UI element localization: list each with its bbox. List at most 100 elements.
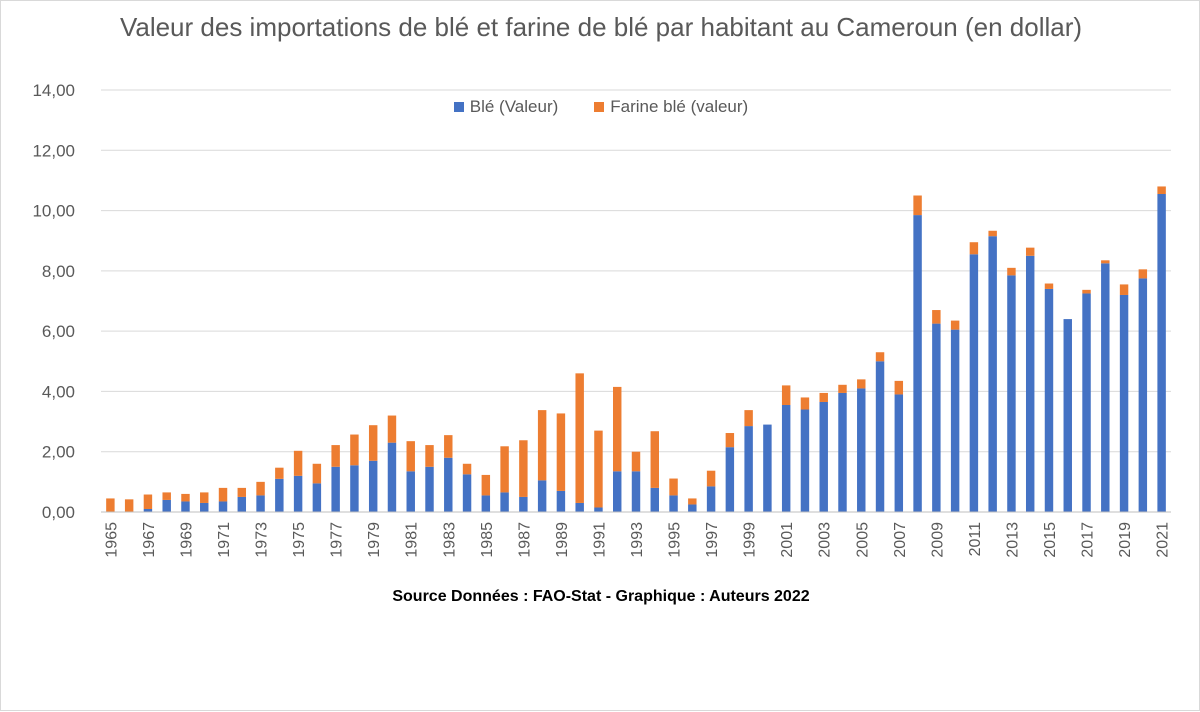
bar-farine bbox=[1119, 284, 1129, 295]
bar-ble bbox=[725, 447, 735, 512]
y-tick-label: 6,00 bbox=[42, 322, 75, 341]
bar-ble bbox=[1138, 278, 1148, 512]
bar-farine bbox=[406, 441, 415, 472]
x-tick-label: 2003 bbox=[817, 522, 834, 558]
x-tick-label: 2013 bbox=[1004, 522, 1021, 558]
bar-farine bbox=[124, 499, 134, 512]
bar-farine bbox=[950, 320, 960, 330]
x-tick-label: 2009 bbox=[929, 522, 946, 558]
x-axis-label: Source Données : FAO-Stat - Graphique : … bbox=[392, 588, 810, 605]
y-tick-label: 4,00 bbox=[42, 382, 75, 401]
bar-ble bbox=[481, 495, 491, 512]
bar-farine bbox=[350, 434, 359, 466]
x-tick-label: 1967 bbox=[141, 522, 158, 558]
bar-ble bbox=[181, 501, 190, 512]
bar-ble bbox=[256, 495, 265, 512]
bar-ble bbox=[444, 457, 453, 512]
bar-farine bbox=[425, 445, 434, 467]
bar-ble bbox=[1044, 288, 1054, 512]
bar-ble bbox=[1082, 293, 1091, 512]
bar-ble bbox=[350, 465, 359, 512]
bar-farine bbox=[1138, 269, 1148, 279]
bar-farine bbox=[500, 446, 509, 493]
y-tick-label: 12,00 bbox=[32, 141, 75, 160]
bar-ble bbox=[650, 487, 659, 512]
bar-farine bbox=[838, 384, 847, 393]
bar-farine bbox=[1082, 289, 1091, 294]
bar-ble bbox=[425, 466, 434, 512]
bar-ble bbox=[218, 501, 228, 512]
bar-ble bbox=[932, 323, 941, 512]
x-tick-label: 1981 bbox=[404, 522, 421, 558]
bar-ble bbox=[537, 480, 547, 512]
bar-ble bbox=[819, 401, 828, 512]
bar-farine bbox=[1044, 283, 1054, 289]
bar-ble bbox=[988, 236, 997, 512]
bar-farine bbox=[387, 415, 397, 443]
bar-farine bbox=[650, 431, 659, 488]
bar-farine bbox=[781, 385, 791, 405]
x-tick-label: 1979 bbox=[366, 522, 383, 558]
bar-ble bbox=[894, 394, 904, 512]
bar-farine bbox=[875, 352, 885, 362]
bar-ble bbox=[519, 496, 528, 512]
bar-ble bbox=[368, 460, 378, 512]
legend-item-farine: Farine blé (valeur) bbox=[594, 97, 748, 117]
bar-farine bbox=[106, 498, 115, 512]
bar-ble bbox=[613, 471, 622, 512]
bar-ble bbox=[387, 442, 397, 512]
y-tick-label: 2,00 bbox=[42, 443, 75, 462]
bar-ble bbox=[331, 466, 340, 512]
x-tick-label: 2001 bbox=[779, 522, 796, 558]
bar-ble bbox=[950, 329, 960, 512]
bar-ble bbox=[969, 254, 979, 512]
bar-ble bbox=[575, 502, 584, 512]
x-tick-label: 2019 bbox=[1117, 522, 1134, 558]
bar-farine bbox=[857, 379, 866, 389]
bar-farine bbox=[481, 474, 491, 496]
x-tick-label: 1993 bbox=[629, 522, 646, 558]
x-tick-label: 1969 bbox=[178, 522, 195, 558]
x-tick-label: 2011 bbox=[967, 522, 984, 557]
y-tick-label: 8,00 bbox=[42, 262, 75, 281]
x-tick-label: 2007 bbox=[892, 522, 909, 558]
bar-ble bbox=[706, 486, 716, 512]
bar-farine bbox=[368, 425, 378, 461]
legend-label-farine: Farine blé (valeur) bbox=[610, 97, 749, 116]
bar-ble bbox=[857, 388, 866, 512]
x-tick-label: 2015 bbox=[1042, 522, 1059, 558]
bar-farine bbox=[613, 386, 622, 472]
chart-title: Valeur des importations de blé et farine… bbox=[119, 12, 1083, 42]
bar-farine bbox=[556, 413, 566, 491]
bar-farine bbox=[1007, 267, 1016, 276]
bar-ble bbox=[913, 215, 922, 513]
x-tick-label: 1985 bbox=[479, 522, 496, 558]
bar-farine bbox=[1101, 260, 1110, 264]
bar-farine bbox=[744, 410, 753, 427]
bar-farine bbox=[688, 498, 697, 505]
bar-farine bbox=[932, 310, 941, 324]
bar-farine bbox=[631, 451, 641, 472]
bar-farine bbox=[894, 380, 904, 395]
x-tick-label: 1973 bbox=[254, 522, 271, 558]
chart-legend: Blé (Valeur) Farine blé (valeur) bbox=[1, 97, 1200, 117]
x-tick-label: 1991 bbox=[591, 522, 608, 558]
x-tick-label: 1995 bbox=[667, 522, 684, 558]
bar-farine bbox=[444, 435, 453, 458]
legend-item-ble: Blé (Valeur) bbox=[453, 97, 559, 117]
y-tick-label: 0,00 bbox=[42, 503, 75, 522]
bar-farine bbox=[537, 410, 547, 481]
bar-farine bbox=[519, 440, 528, 497]
bar-ble bbox=[1157, 193, 1166, 512]
bar-farine bbox=[988, 230, 997, 237]
bar-farine bbox=[1157, 186, 1166, 194]
y-tick-label: 10,00 bbox=[32, 202, 75, 221]
bar-farine bbox=[669, 478, 678, 496]
legend-swatch-ble bbox=[453, 102, 464, 112]
legend-label-ble: Blé (Valeur) bbox=[469, 97, 559, 116]
bar-ble bbox=[556, 490, 566, 512]
bar-farine bbox=[331, 445, 340, 467]
bar-farine bbox=[200, 492, 209, 503]
